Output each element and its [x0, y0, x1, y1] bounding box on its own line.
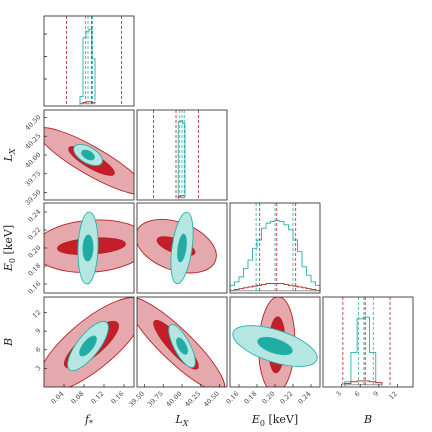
x-tick-label: 0.22 [279, 390, 295, 406]
x-tick-label: 0.24 [297, 390, 313, 406]
panel-fs-E0 [43, 202, 135, 294]
x-tick-label: 0.16 [225, 390, 241, 406]
x-tick-label: 6 [353, 390, 362, 399]
teal-contour-inner [177, 233, 187, 263]
y-tick-label: 0.18 [27, 262, 43, 278]
xaxis-Lx: 39.50 39.75 40.00 40.25 40.50 [127, 384, 221, 409]
yaxis-B: 3 6 9 12 [31, 308, 47, 373]
panel-frame [136, 202, 228, 294]
ylabel-E0: E0 [keV] [2, 225, 17, 272]
x-tick-label: 9 [372, 390, 381, 399]
panel-Lx-B [136, 296, 228, 388]
x-tick-label: 39.50 [127, 390, 146, 409]
hist-frame [322, 296, 414, 388]
y-tick-label: 40.25 [24, 132, 43, 151]
panel-frame [43, 296, 135, 388]
hist-step-red [344, 380, 383, 386]
ylabel-Lx: LX [2, 148, 17, 162]
x-tick-label: 0.04 [50, 390, 66, 406]
x-tick-label: 0.12 [90, 390, 106, 406]
panel-Lx-E0 [136, 202, 228, 294]
panel-fs-B [43, 296, 135, 388]
xlabel-fs: f* [84, 413, 93, 428]
hist-frame [136, 109, 228, 201]
xlabel-Lx: LX [174, 413, 188, 428]
hist-step-grey [344, 384, 383, 386]
hist-step-grey [177, 197, 185, 199]
y-tick-label: 40.50 [24, 113, 43, 132]
hist-step-teal [344, 316, 383, 386]
x-tick-label: 0.18 [243, 390, 259, 406]
hist-frame [229, 202, 321, 294]
x-tick-label: 0.16 [110, 390, 126, 406]
x-tick-label: 40.00 [165, 390, 184, 409]
hist-B [322, 296, 414, 388]
xlabel-E0: E0 [keV] [251, 413, 298, 428]
hist-fs [43, 15, 135, 107]
y-tick-label: 39.50 [24, 188, 43, 207]
x-tick-label: 12 [387, 390, 399, 402]
x-tick-label: 40.50 [202, 390, 221, 409]
x-tick-label: 39.75 [146, 390, 165, 409]
hist-step-teal [229, 220, 321, 292]
x-tick-label: 0.08 [70, 390, 86, 406]
x-tick-label: 0.20 [261, 390, 277, 406]
y-tick-label: 0.16 [27, 280, 43, 296]
hist-Lx [136, 109, 228, 201]
panel-fs-Lx [43, 109, 135, 201]
x-tick-label: 40.25 [183, 390, 202, 409]
hist-E0 [229, 202, 321, 294]
y-tick-label: 9 [34, 327, 43, 336]
teal-contour-inner [79, 335, 97, 357]
panel-E0-B [229, 296, 321, 388]
hist-step-grey [79, 103, 95, 105]
x-tick-label: 3 [334, 390, 343, 399]
y-tick-label: 0.20 [27, 244, 43, 260]
teal-contour-inner [257, 336, 293, 356]
y-tick-label: 39.75 [24, 170, 43, 189]
y-tick-label: 12 [31, 308, 43, 320]
xaxis-B: 3 6 9 12 [334, 384, 399, 402]
y-tick-label: 0.22 [27, 226, 43, 242]
hist-step-red [177, 195, 186, 199]
teal-contour-inner [176, 337, 188, 355]
teal-contour-inner [82, 234, 94, 262]
y-tick-label: 40.00 [24, 151, 43, 170]
y-tick-label: 3 [34, 364, 43, 373]
y-tick-label: 6 [34, 346, 43, 355]
y-tick-label: 0.24 [27, 208, 43, 224]
xlabel-B: B [363, 413, 372, 426]
ylabel-B: B [2, 338, 15, 347]
teal-contour-inner [81, 149, 95, 161]
hist-frame [43, 15, 135, 107]
